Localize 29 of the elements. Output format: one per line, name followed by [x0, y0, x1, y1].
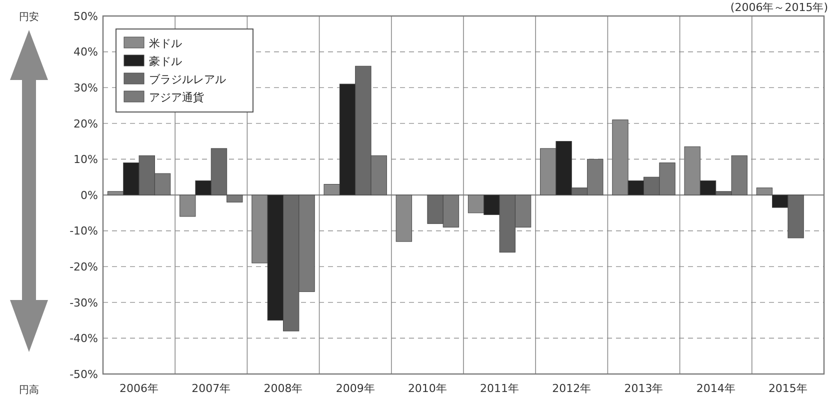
legend-label: ブラジルレアル: [149, 72, 226, 86]
legend-label: 米ドル: [149, 36, 182, 50]
x-tick-label: 2015年: [768, 382, 808, 395]
x-tick-label: 2012年: [552, 382, 592, 395]
y-tick-label: -10%: [70, 224, 98, 238]
y-tick-label: 10%: [74, 153, 98, 166]
legend-label: 豪ドル: [149, 54, 182, 68]
y-tick-label: 0%: [80, 188, 98, 202]
x-tick-label: 2010年: [408, 382, 447, 395]
x-tick-label: 2011年: [480, 382, 520, 395]
y-tick-label: -40%: [70, 332, 98, 346]
legend-label: アジア通貨: [149, 90, 204, 104]
y-tick-label: -30%: [70, 296, 98, 310]
text: 円高: [19, 384, 39, 396]
x-tick-label: 2014年: [696, 382, 736, 395]
text: 円安: [19, 11, 39, 23]
y-tick-label: -50%: [70, 368, 98, 381]
x-tick-label: 2009年: [336, 382, 375, 395]
x-tick-label: 2007年: [192, 382, 231, 395]
x-tick-label: 2013年: [624, 382, 664, 395]
y-tick-label: 20%: [74, 117, 98, 130]
y-tick-label: 30%: [74, 81, 98, 94]
y-tick-label: 50%: [74, 10, 98, 23]
x-tick-label: 2006年: [120, 382, 159, 395]
bar: [396, 194, 412, 242]
x-tick-label: 2008年: [264, 382, 303, 395]
y-tick-label: -20%: [70, 260, 98, 274]
text: (2006年～2015年): [730, 1, 828, 14]
y-tick-label: 40%: [74, 46, 98, 59]
